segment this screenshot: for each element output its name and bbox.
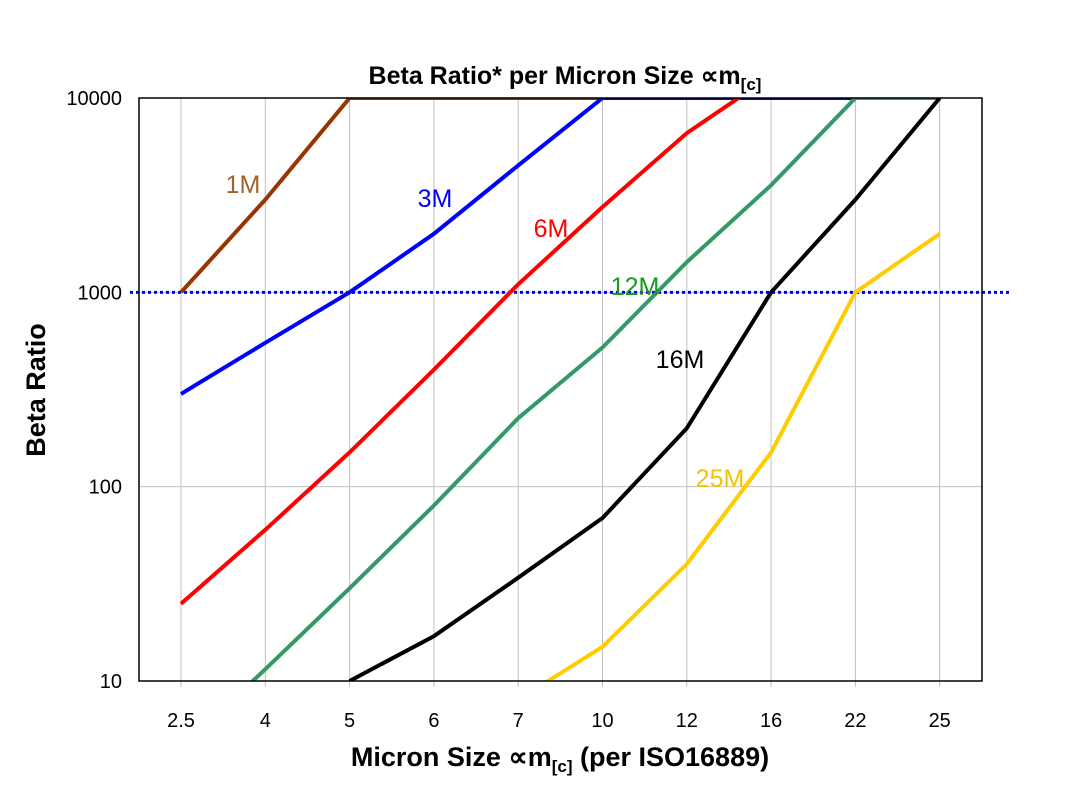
x-axis-title: Micron Size ∝m[c] (per ISO16889)	[351, 742, 769, 776]
series-label-1M: 1M	[226, 171, 261, 199]
series-label-12M: 12M	[611, 273, 660, 301]
x-tick-label: 10	[591, 710, 613, 732]
x-tick-label: 12	[676, 710, 698, 732]
x-axis-title-suffix: (per ISO16889)	[573, 742, 770, 772]
series-label-3M: 3M	[418, 185, 453, 213]
x-tick-label: 22	[844, 710, 866, 732]
y-tick-label: 10000	[66, 88, 122, 110]
y-axis-title: Beta Ratio	[21, 323, 51, 457]
series-line-25M	[544, 232, 941, 681]
y-tick-label: 10	[100, 671, 122, 693]
x-axis-ticks: 2.5 4 5 6 7 10 12 16 22 25	[167, 710, 951, 732]
series-line-3M	[179, 98, 940, 396]
x-tick-label: 2.5	[167, 710, 195, 732]
chart-title: Beta Ratio* per Micron Size ∝m[c]	[369, 62, 762, 94]
x-tick-label: 4	[260, 710, 271, 732]
y-tick-label: 100	[89, 477, 122, 499]
plot-area-border	[138, 97, 983, 682]
series-label-6M: 6M	[534, 215, 569, 243]
x-axis-title-subscript: [c]	[552, 757, 573, 776]
series-line-16M	[348, 98, 942, 681]
x-tick-label: 16	[760, 710, 782, 732]
y-tick-label: 1000	[78, 282, 123, 304]
series-label-16M: 16M	[656, 346, 705, 374]
x-tick-label: 5	[344, 710, 355, 732]
series-labels: 1M 3M 6M 12M 16M 25M	[226, 171, 745, 493]
y-axis-ticks: 10 100 1000 10000	[66, 88, 122, 693]
chart-title-subscript: [c]	[741, 75, 762, 94]
x-tick-label: 25	[929, 710, 951, 732]
series-line-1M	[179, 98, 940, 294]
x-tick-label: 7	[513, 710, 524, 732]
x-tick-label: 6	[428, 710, 439, 732]
series-label-25M: 25M	[696, 465, 745, 493]
series-lines	[179, 98, 942, 681]
series-line-6M	[179, 98, 940, 606]
gridlines	[139, 97, 982, 687]
series-line-12M	[249, 98, 940, 681]
